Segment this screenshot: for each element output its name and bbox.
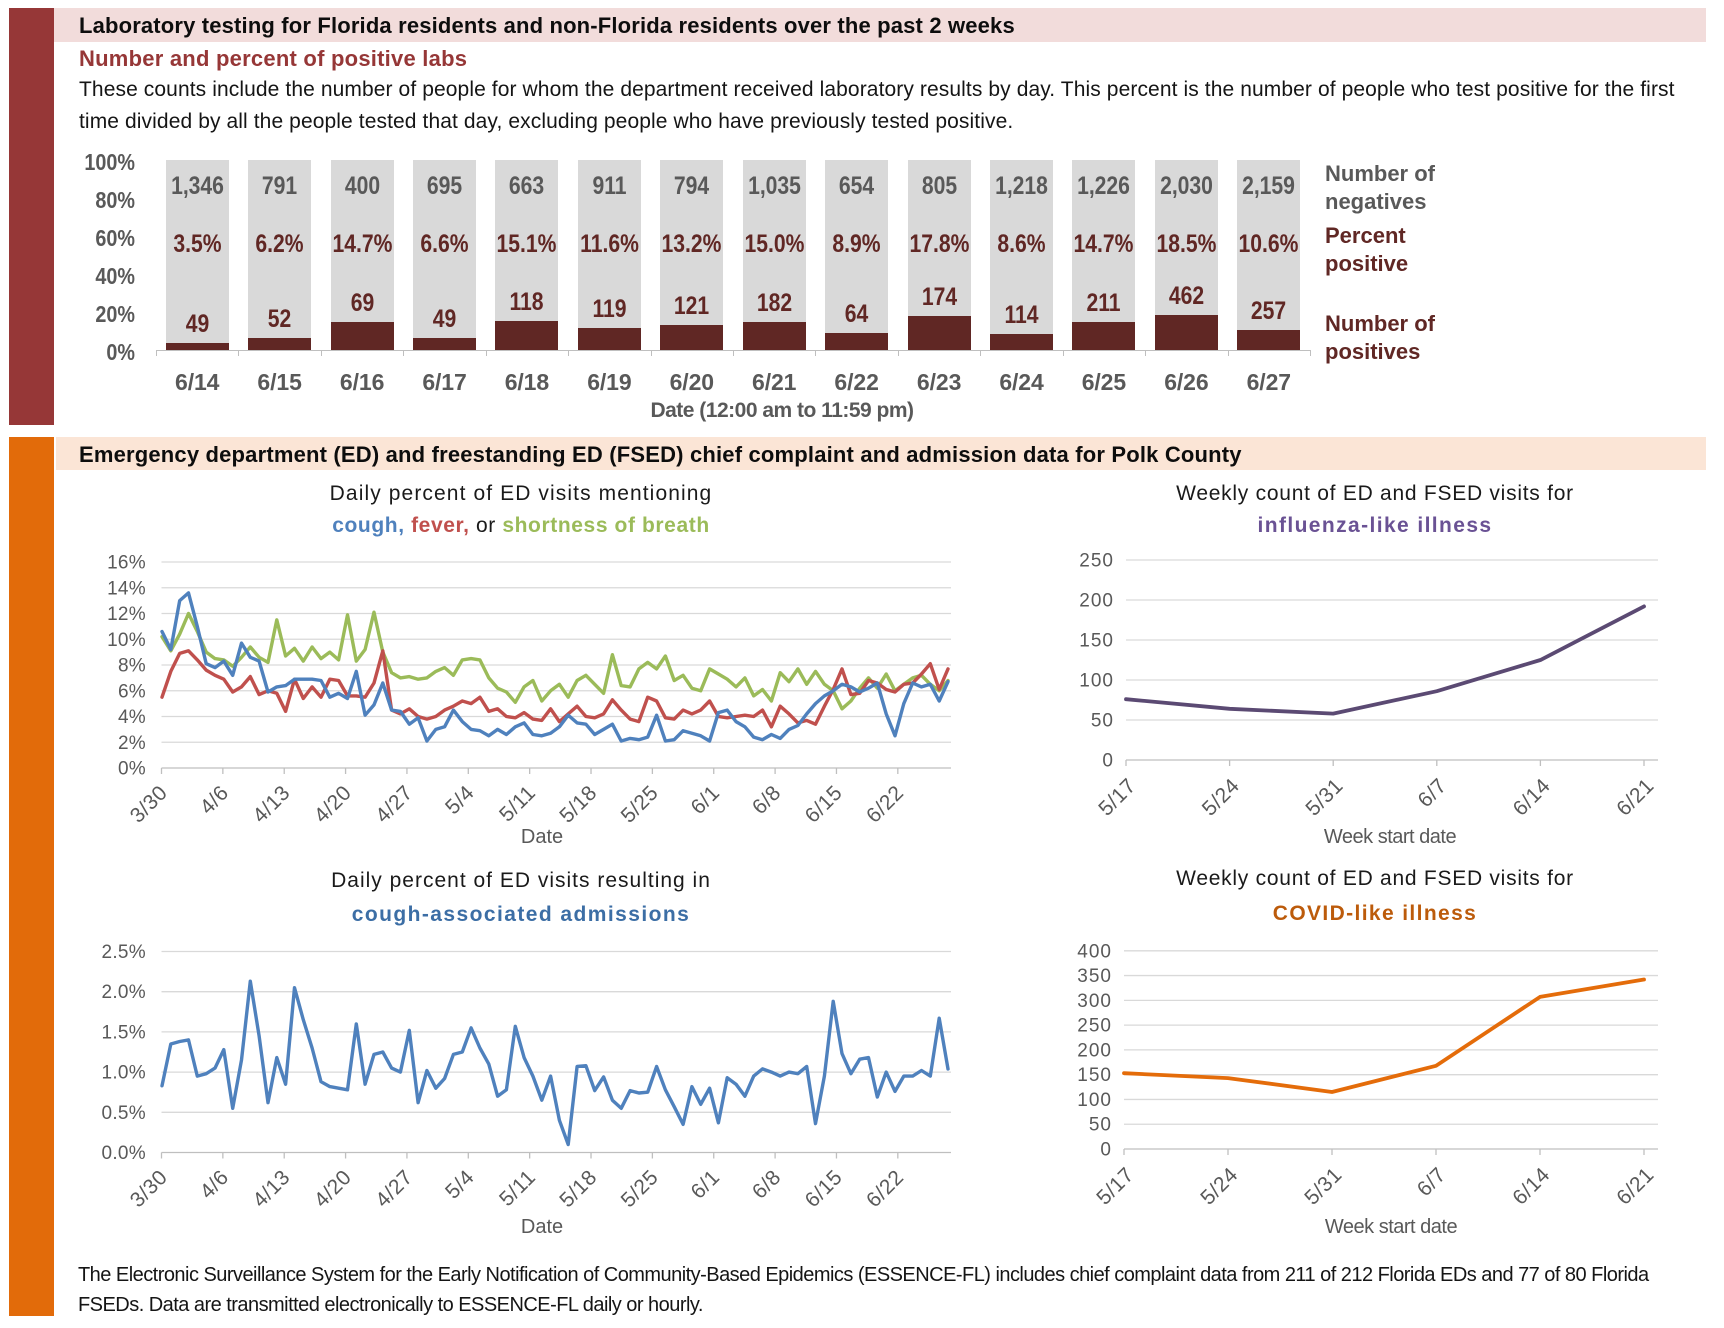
svg-text:5/11: 5/11 <box>495 1166 540 1211</box>
svg-text:4/20: 4/20 <box>310 1166 356 1212</box>
svg-text:5/4: 5/4 <box>441 1166 479 1204</box>
svg-text:5/25: 5/25 <box>617 1166 663 1212</box>
svg-text:350: 350 <box>1077 966 1112 987</box>
svg-text:6/7: 6/7 <box>1414 774 1452 812</box>
svg-text:2%: 2% <box>118 733 146 754</box>
svg-text:6/8: 6/8 <box>748 1166 786 1204</box>
svg-text:6/8: 6/8 <box>748 781 786 819</box>
svg-text:5/18: 5/18 <box>555 781 601 827</box>
svg-text:6/15: 6/15 <box>801 1166 847 1212</box>
svg-text:14%: 14% <box>107 578 146 599</box>
svg-text:4/27: 4/27 <box>371 781 417 827</box>
svg-text:250: 250 <box>1077 1016 1112 1037</box>
svg-text:200: 200 <box>1079 591 1114 612</box>
svg-text:12%: 12% <box>107 604 146 625</box>
svg-text:5/4: 5/4 <box>441 781 479 819</box>
svg-text:Date: Date <box>521 826 563 848</box>
svg-text:6/1: 6/1 <box>687 781 725 819</box>
svg-text:6/21: 6/21 <box>1612 774 1658 820</box>
svg-text:6/15: 6/15 <box>801 781 847 827</box>
svg-text:16%: 16% <box>107 553 146 574</box>
svg-text:100: 100 <box>1077 1090 1112 1111</box>
svg-text:1.5%: 1.5% <box>101 1022 146 1043</box>
svg-text:4%: 4% <box>118 707 146 728</box>
svg-text:Week start date: Week start date <box>1325 1216 1458 1238</box>
svg-text:150: 150 <box>1079 631 1114 652</box>
svg-text:6/21: 6/21 <box>1612 1163 1658 1209</box>
svg-text:0: 0 <box>1100 1140 1112 1161</box>
svg-text:6/14: 6/14 <box>1509 774 1555 820</box>
svg-text:50: 50 <box>1091 711 1114 732</box>
svg-text:300: 300 <box>1077 991 1112 1012</box>
svg-text:Date: Date <box>521 1216 563 1238</box>
svg-text:100: 100 <box>1079 671 1114 692</box>
svg-text:5/31: 5/31 <box>1301 774 1347 820</box>
svg-text:0.5%: 0.5% <box>101 1103 146 1124</box>
svg-text:200: 200 <box>1077 1040 1112 1061</box>
svg-text:50: 50 <box>1089 1115 1112 1136</box>
svg-text:4/6: 4/6 <box>196 1166 234 1204</box>
svg-text:3/30: 3/30 <box>126 1166 172 1212</box>
svg-text:5/18: 5/18 <box>555 1166 601 1212</box>
svg-text:4/6: 4/6 <box>196 781 234 819</box>
svg-text:6/22: 6/22 <box>862 1166 908 1212</box>
svg-text:150: 150 <box>1077 1065 1112 1086</box>
svg-text:5/24: 5/24 <box>1198 774 1244 820</box>
svg-text:5/24: 5/24 <box>1196 1163 1242 1209</box>
svg-text:3/30: 3/30 <box>126 781 172 827</box>
svg-text:1.0%: 1.0% <box>101 1063 146 1084</box>
svg-text:0.0%: 0.0% <box>101 1143 146 1164</box>
svg-text:6/1: 6/1 <box>687 1166 725 1204</box>
svg-text:5/25: 5/25 <box>617 781 663 827</box>
svg-text:6/7: 6/7 <box>1413 1163 1451 1201</box>
svg-text:6/22: 6/22 <box>862 781 908 827</box>
svg-text:4/13: 4/13 <box>248 1166 294 1212</box>
svg-text:8%: 8% <box>118 656 146 677</box>
svg-text:10%: 10% <box>107 630 146 651</box>
svg-text:0: 0 <box>1102 751 1114 772</box>
svg-text:400: 400 <box>1077 941 1112 962</box>
svg-text:6/14: 6/14 <box>1508 1163 1554 1209</box>
svg-text:250: 250 <box>1079 551 1114 572</box>
svg-text:4/27: 4/27 <box>371 1166 417 1212</box>
svg-text:5/17: 5/17 <box>1092 1163 1138 1209</box>
svg-text:4/20: 4/20 <box>310 781 356 827</box>
svg-text:2.5%: 2.5% <box>101 942 146 963</box>
svg-text:5/31: 5/31 <box>1300 1163 1346 1209</box>
svg-text:0%: 0% <box>118 759 146 780</box>
svg-text:5/17: 5/17 <box>1094 774 1140 820</box>
svg-text:2.0%: 2.0% <box>101 982 146 1003</box>
svg-text:Week start date: Week start date <box>1324 826 1457 848</box>
svg-text:6%: 6% <box>118 681 146 702</box>
svg-text:5/11: 5/11 <box>495 781 540 826</box>
svg-text:4/13: 4/13 <box>248 781 294 827</box>
